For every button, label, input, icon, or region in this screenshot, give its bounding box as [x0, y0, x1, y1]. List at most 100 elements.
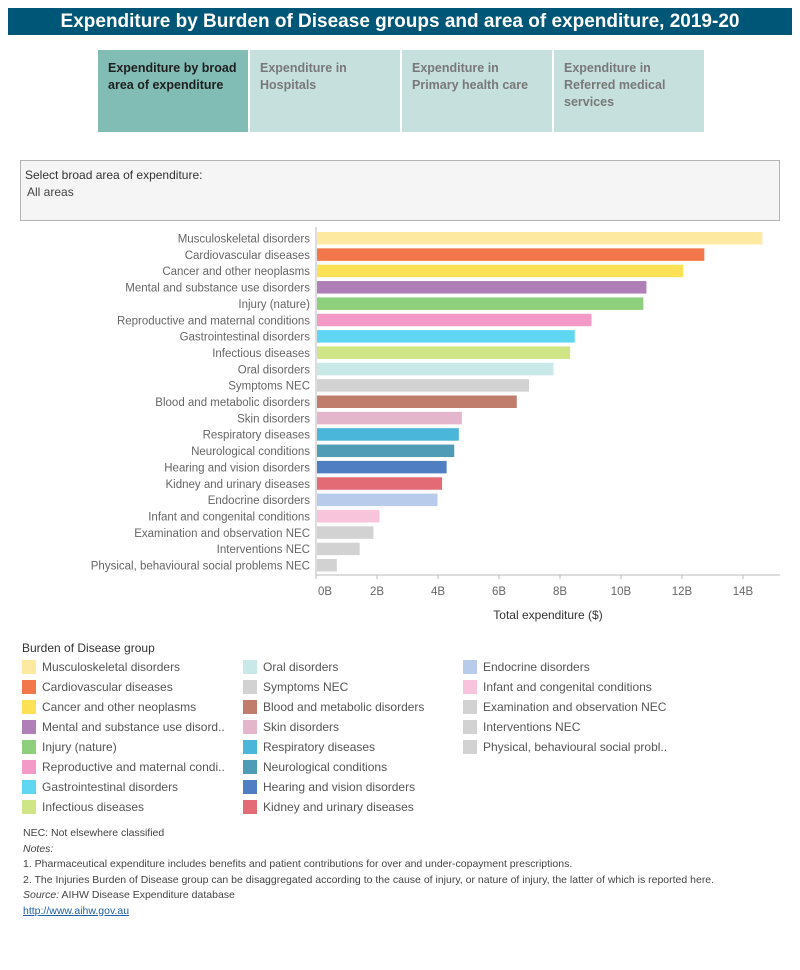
bar	[317, 493, 438, 507]
x-tick-label: 8B	[553, 586, 567, 598]
legend-label: Musculoskeletal disorders	[42, 660, 181, 674]
legend-label: Endocrine disorders	[483, 660, 590, 674]
note-2: 2. The Injuries Burden of Disease group …	[23, 873, 715, 886]
bar	[317, 395, 517, 408]
bar	[317, 559, 337, 572]
legend-swatch	[463, 740, 477, 754]
legend-label: Interventions NEC	[483, 720, 581, 734]
legend-swatch	[243, 740, 257, 754]
category-label: Musculoskeletal disorders	[178, 234, 311, 246]
legend-swatch	[243, 660, 257, 674]
legend-label: Mental and substance use disord..	[42, 720, 225, 734]
legend-item[interactable]: Infant and congenital conditions	[463, 679, 652, 695]
legend-swatch	[463, 660, 477, 674]
source-label: Source:	[23, 889, 60, 901]
legend-swatch	[243, 680, 257, 694]
category-label: Reproductive and maternal conditions	[117, 315, 310, 327]
category-label: Kidney and urinary diseases	[166, 479, 311, 491]
legend-item[interactable]: Interventions NEC	[463, 719, 580, 735]
legend-label: Respiratory diseases	[263, 740, 376, 754]
filter-label: Select broad area of expenditure:	[25, 168, 203, 182]
bar	[317, 346, 571, 359]
legend-swatch	[22, 680, 36, 694]
legend-item[interactable]: Physical, behavioural social probl..	[463, 739, 667, 755]
category-label: Oral disorders	[238, 364, 310, 376]
x-tick-label: 0B	[318, 586, 332, 598]
legend-label: Oral disorders	[263, 660, 339, 674]
legend-item[interactable]: Mental and substance use disord..	[22, 719, 225, 735]
legend-item[interactable]: Symptoms NEC	[243, 679, 348, 695]
legend-swatch	[22, 800, 36, 814]
category-label: Respiratory diseases	[203, 430, 311, 442]
notes: NEC: Not elsewhere classified Notes: 1. …	[23, 826, 773, 919]
legend-label: Hearing and vision disorders	[263, 780, 416, 794]
bar	[317, 509, 380, 523]
legend-item[interactable]: Hearing and vision disorders	[243, 779, 415, 795]
legend-swatch	[22, 700, 36, 714]
category-label: Physical, behavioural social problems NE…	[91, 561, 310, 573]
x-tick-label: 10B	[611, 586, 632, 598]
category-label: Endocrine disorders	[208, 495, 311, 507]
bar	[317, 297, 644, 310]
notes-label: Notes:	[23, 842, 54, 855]
legend-label: Gastrointestinal disorders	[42, 780, 179, 794]
legend-swatch	[463, 700, 477, 714]
bar	[317, 428, 459, 441]
bar-chart: Musculoskeletal disorders Cardiovascular …	[91, 227, 780, 622]
legend-item[interactable]: Endocrine disorders	[463, 659, 590, 675]
legend-label: Blood and metabolic disorders	[263, 700, 425, 714]
filter-value[interactable]: All areas	[27, 185, 74, 199]
legend-swatch	[22, 780, 36, 794]
legend-title: Burden of Disease group	[22, 641, 155, 655]
page-title: Expenditure by Burden of Disease groups …	[8, 8, 792, 35]
legend-label: Injury (nature)	[42, 740, 117, 754]
bar	[317, 444, 455, 458]
category-label: Injury (nature)	[238, 299, 310, 311]
legend-item[interactable]: Examination and observation NEC	[463, 699, 666, 715]
legend-item[interactable]: Musculoskeletal disorders	[22, 659, 180, 675]
legend-item[interactable]: Blood and metabolic disorders	[243, 699, 424, 715]
legend-item[interactable]: Oral disorders	[243, 659, 338, 675]
category-label: Gastrointestinal disorders	[180, 332, 311, 344]
legend-item[interactable]: Skin disorders	[243, 719, 339, 735]
legend-item[interactable]: Reproductive and maternal condi..	[22, 759, 225, 775]
category-label: Infectious diseases	[212, 348, 310, 360]
legend-item[interactable]: Kidney and urinary diseases	[243, 799, 414, 815]
area-filter[interactable]: Select broad area of expenditure: All ar…	[20, 160, 780, 221]
legend-item[interactable]: Injury (nature)	[22, 739, 117, 755]
tab-hospitals[interactable]: Expenditure in Hospitals	[250, 50, 400, 132]
legend-item[interactable]: Gastrointestinal disorders	[22, 779, 178, 795]
legend-swatch	[22, 740, 36, 754]
legend-item[interactable]: Respiratory diseases	[243, 739, 375, 755]
category-label: Cardiovascular diseases	[185, 250, 311, 262]
tab-broad-area[interactable]: Expenditure by broad area of expenditure	[98, 50, 248, 132]
bar	[317, 281, 647, 294]
legend-swatch	[22, 720, 36, 734]
tab-referred-medical-services[interactable]: Expenditure in Referred medical services	[554, 50, 704, 132]
aihw-link[interactable]: http://www.aihw.gov.au	[23, 904, 130, 917]
legend-swatch	[22, 760, 36, 774]
legend-label: Cardiovascular diseases	[42, 680, 173, 694]
legend-swatch	[243, 760, 257, 774]
category-label: Neurological conditions	[191, 446, 310, 458]
legend-swatch	[243, 800, 257, 814]
x-tick-label: 12B	[672, 586, 693, 598]
legend-swatch	[243, 780, 257, 794]
legend-swatch	[463, 680, 477, 694]
tab-primary-health-care[interactable]: Expenditure in Primary health care	[402, 50, 552, 132]
legend-item[interactable]: Cancer and other neoplasms	[22, 699, 196, 715]
legend-label: Kidney and urinary diseases	[263, 800, 414, 814]
category-label: Skin disorders	[237, 413, 310, 425]
legend-label: Neurological conditions	[263, 760, 388, 774]
category-label: Interventions NEC	[217, 544, 310, 556]
bar	[317, 411, 462, 425]
legend-item[interactable]: Infectious diseases	[22, 799, 144, 815]
legend-label: Skin disorders	[263, 720, 340, 734]
legend-item[interactable]: Cardiovascular diseases	[22, 679, 173, 695]
legend-label: Symptoms NEC	[263, 680, 349, 694]
bar	[317, 477, 443, 490]
legend-label: Infant and congenital conditions	[483, 680, 652, 694]
legend-swatch	[22, 660, 36, 674]
legend-item[interactable]: Neurological conditions	[243, 759, 387, 775]
category-label: Symptoms NEC	[228, 381, 310, 393]
